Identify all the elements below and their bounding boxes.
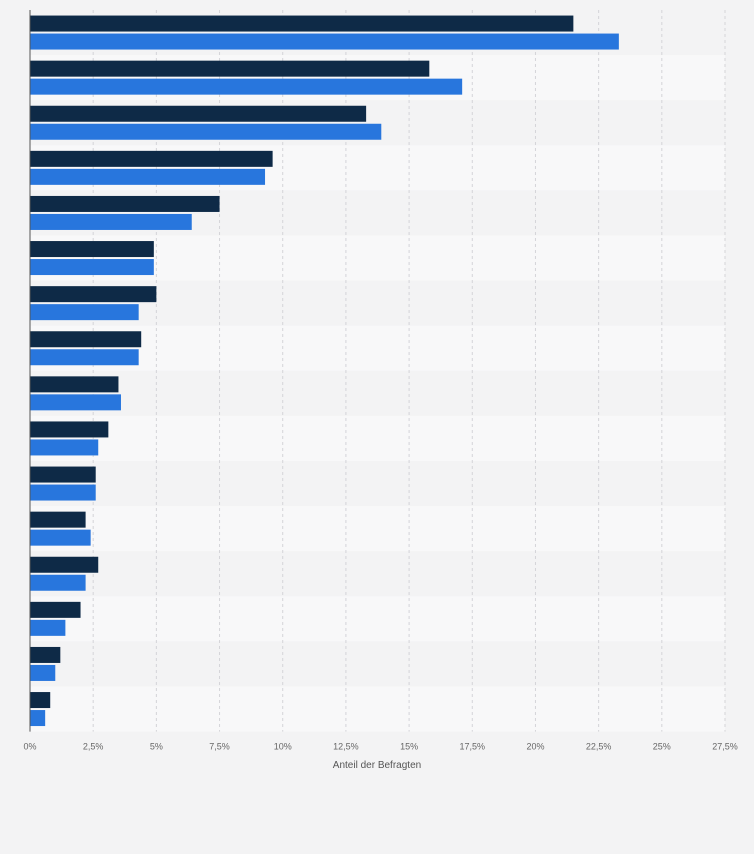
bar-series-1[interactable]	[30, 646, 61, 663]
x-tick-label: 0%	[23, 742, 36, 752]
x-tick-label: 17,5%	[460, 742, 486, 752]
row-stripes	[30, 10, 725, 732]
bar-series-2[interactable]	[30, 168, 266, 185]
bar-series-2[interactable]	[30, 484, 96, 501]
x-tick-label: 2,5%	[83, 742, 104, 752]
x-tick-labels: 0% 2,5% 5% 7,5% 10% 12,5% 15% 17,5% 20% 22,5% 25% 2…	[23, 742, 737, 752]
bar-series-1[interactable]	[30, 105, 367, 122]
bar-series-1[interactable]	[30, 421, 109, 438]
bar-series-2[interactable]	[30, 304, 139, 321]
bar-series-1[interactable]	[30, 556, 99, 573]
bar-series-1[interactable]	[30, 286, 157, 303]
bars	[30, 15, 619, 727]
row-stripe	[30, 596, 725, 642]
bar-series-2[interactable]	[30, 259, 154, 276]
x-tick-label: 15%	[400, 742, 418, 752]
bar-series-2[interactable]	[30, 123, 382, 140]
row-stripe	[30, 415, 725, 461]
bar-series-1[interactable]	[30, 241, 154, 258]
x-tick-label: 22,5%	[586, 742, 612, 752]
row-stripe	[30, 506, 725, 552]
x-tick-label: 27,5%	[712, 742, 738, 752]
bar-series-2[interactable]	[30, 529, 91, 546]
x-tick-label: 7,5%	[209, 742, 230, 752]
bar-series-1[interactable]	[30, 466, 96, 483]
bar-series-1[interactable]	[30, 376, 119, 393]
x-tick-label: 25%	[653, 742, 671, 752]
bar-series-2[interactable]	[30, 574, 86, 591]
bar-series-1[interactable]	[30, 692, 51, 709]
bar-series-1[interactable]	[30, 60, 430, 77]
row-stripe	[30, 686, 725, 732]
x-tick-label: 20%	[526, 742, 544, 752]
bar-series-2[interactable]	[30, 33, 619, 50]
bar-series-1[interactable]	[30, 195, 220, 212]
bar-series-2[interactable]	[30, 439, 99, 456]
row-stripe	[30, 461, 725, 507]
bar-series-1[interactable]	[30, 331, 142, 348]
row-stripe	[30, 551, 725, 597]
x-tick-label: 12,5%	[333, 742, 359, 752]
bar-series-2[interactable]	[30, 78, 463, 95]
row-stripe	[30, 370, 725, 416]
bar-series-1[interactable]	[30, 15, 574, 32]
bar-series-1[interactable]	[30, 601, 81, 618]
bar-series-2[interactable]	[30, 213, 192, 230]
bar-series-2[interactable]	[30, 349, 139, 366]
bar-series-1[interactable]	[30, 150, 273, 167]
row-stripe	[30, 641, 725, 687]
bar-series-2[interactable]	[30, 664, 56, 681]
x-axis-label: Anteil der Befragten	[333, 760, 421, 771]
bar-series-2[interactable]	[30, 619, 66, 636]
x-tick-label: 10%	[274, 742, 292, 752]
bar-series-1[interactable]	[30, 511, 86, 528]
bar-series-2[interactable]	[30, 394, 121, 411]
x-tick-label: 5%	[150, 742, 163, 752]
row-stripe	[30, 325, 725, 371]
bar-series-2[interactable]	[30, 710, 46, 727]
